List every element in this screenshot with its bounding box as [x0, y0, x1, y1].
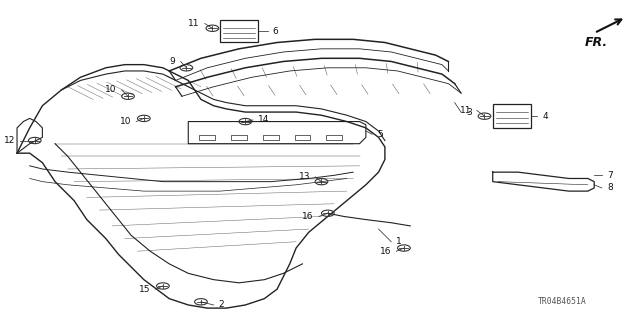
Text: 11: 11: [460, 106, 472, 115]
Text: 7: 7: [607, 171, 612, 180]
Bar: [326, 135, 342, 140]
Text: 10: 10: [120, 117, 131, 126]
Bar: [200, 135, 215, 140]
Text: 5: 5: [378, 130, 383, 139]
Bar: [220, 20, 258, 42]
Text: 3: 3: [466, 108, 472, 116]
Text: 16: 16: [380, 247, 391, 256]
Text: 4: 4: [542, 112, 548, 121]
Text: 14: 14: [258, 115, 269, 124]
Text: 6: 6: [273, 27, 278, 36]
Text: 1: 1: [396, 237, 402, 246]
Bar: [294, 135, 310, 140]
Text: TR04B4651A: TR04B4651A: [538, 297, 587, 306]
Text: FR.: FR.: [585, 36, 608, 49]
Text: 12: 12: [4, 136, 15, 145]
Text: 8: 8: [607, 183, 612, 192]
Text: 16: 16: [302, 212, 314, 221]
Text: 10: 10: [105, 85, 116, 94]
Text: 11: 11: [188, 19, 200, 28]
Text: 9: 9: [170, 57, 175, 66]
Text: 13: 13: [298, 172, 310, 182]
Bar: [231, 135, 247, 140]
Bar: [493, 104, 531, 128]
Text: 2: 2: [219, 300, 225, 309]
Bar: [263, 135, 278, 140]
Text: 15: 15: [139, 285, 150, 294]
